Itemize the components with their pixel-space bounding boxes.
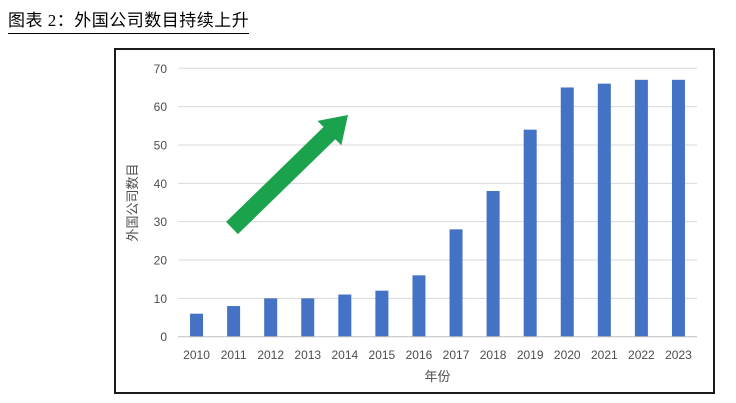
x-tick-label-2012: 2012: [257, 348, 284, 362]
bar-2021: [597, 83, 611, 337]
y-tick-label-20: 20: [154, 254, 168, 268]
bar-2011: [227, 306, 241, 337]
bar-2023: [671, 79, 685, 337]
x-tick-label-2022: 2022: [628, 348, 655, 362]
x-tick-label-2013: 2013: [294, 348, 321, 362]
y-axis-title: 外国公司数目: [125, 163, 140, 241]
bar-2020: [560, 87, 574, 337]
y-tick-label-70: 70: [154, 62, 168, 76]
y-tick-label-10: 10: [154, 292, 168, 306]
y-tick-label-60: 60: [154, 100, 168, 114]
bar-2014: [338, 294, 352, 337]
bar-2012: [264, 298, 278, 337]
y-tick-label-40: 40: [154, 177, 168, 191]
x-tick-label-2018: 2018: [480, 348, 507, 362]
bar-2015: [375, 290, 389, 337]
x-tick-label-2010: 2010: [183, 348, 210, 362]
x-tick-label-2019: 2019: [517, 348, 544, 362]
bar-2019: [523, 129, 537, 337]
x-axis-title: 年份: [424, 369, 450, 384]
y-tick-label-50: 50: [154, 138, 168, 152]
upward-trend-arrow-icon: [226, 115, 348, 235]
y-tick-label-30: 30: [154, 215, 168, 229]
figure-title: 图表 2：外国公司数目持续上升: [8, 6, 250, 34]
x-tick-label-2017: 2017: [443, 348, 470, 362]
bar-2022: [634, 79, 648, 337]
y-tick-label-0: 0: [160, 330, 167, 344]
x-tick-label-2014: 2014: [331, 348, 358, 362]
bar-2010: [190, 313, 204, 337]
bar-2017: [449, 229, 463, 337]
bar-2013: [301, 298, 315, 337]
x-tick-label-2023: 2023: [665, 348, 692, 362]
bar-2018: [486, 190, 500, 337]
x-tick-label-2021: 2021: [591, 348, 618, 362]
chart-frame: 0 10 20 30 40 50 60 70 2010 2011 2012 2013 2014 2015 2…: [114, 48, 715, 394]
x-tick-label-2016: 2016: [406, 348, 433, 362]
x-tick-label-2020: 2020: [554, 348, 581, 362]
bar-2016: [412, 275, 426, 337]
bar-chart: 0 10 20 30 40 50 60 70 2010 2011 2012 2013 2014 2015 2…: [125, 62, 697, 384]
x-tick-label-2011: 2011: [221, 348, 247, 362]
x-tick-label-2015: 2015: [369, 348, 396, 362]
